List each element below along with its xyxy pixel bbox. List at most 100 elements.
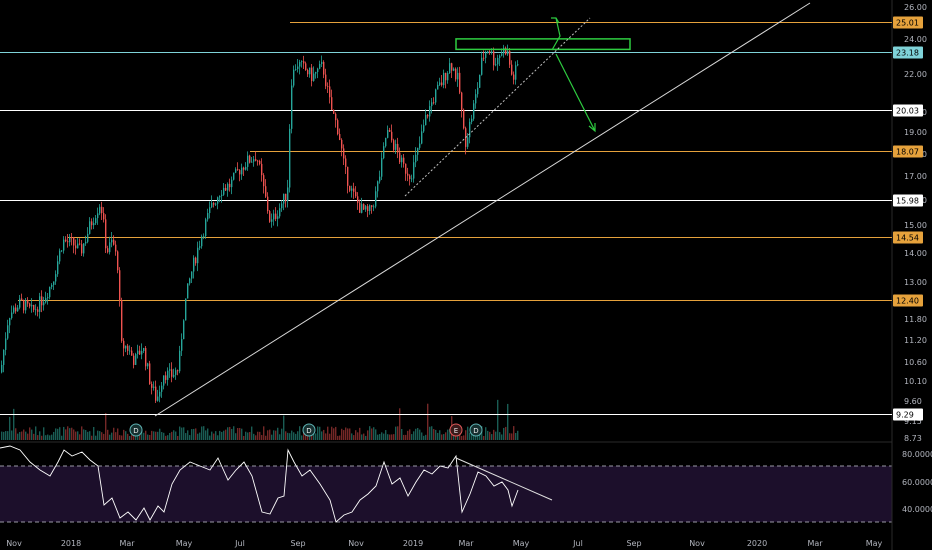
volume-bar bbox=[21, 431, 23, 440]
candle-body bbox=[283, 193, 285, 204]
candle-body bbox=[221, 194, 223, 196]
volume-bar bbox=[211, 431, 213, 440]
price-axis-tick-label: 26.00 bbox=[904, 3, 927, 12]
volume-bar bbox=[393, 434, 395, 440]
volume-bar bbox=[197, 433, 199, 440]
volume-bar bbox=[11, 430, 13, 440]
volume-bar bbox=[409, 429, 411, 440]
candle-body bbox=[201, 236, 203, 247]
price-level-tag bbox=[893, 46, 923, 59]
candle-body bbox=[423, 125, 425, 132]
volume-bar bbox=[509, 433, 511, 440]
candle-body bbox=[469, 121, 471, 138]
volume-bar bbox=[367, 430, 369, 440]
candle-body bbox=[265, 186, 267, 197]
volume-bar bbox=[517, 430, 519, 440]
candle-body bbox=[97, 213, 99, 219]
volume-bar bbox=[83, 429, 85, 440]
candle-body bbox=[75, 245, 77, 249]
candle-body bbox=[51, 284, 53, 287]
candle-body bbox=[435, 89, 437, 103]
volume-bar bbox=[465, 430, 467, 440]
candle-body bbox=[159, 391, 161, 397]
price-axis-tick-label: 13.00 bbox=[904, 278, 927, 287]
candle-body bbox=[239, 170, 241, 175]
volume-bar bbox=[511, 433, 513, 440]
candle-body bbox=[301, 61, 303, 63]
volume-bar bbox=[415, 428, 417, 440]
volume-bar bbox=[93, 426, 95, 440]
volume-bar bbox=[183, 427, 185, 440]
volume-bar bbox=[251, 426, 253, 440]
volume-bar bbox=[303, 432, 305, 440]
volume-bar bbox=[129, 435, 131, 440]
candle-body bbox=[493, 51, 495, 66]
candle-body bbox=[23, 299, 25, 311]
volume-bar bbox=[233, 426, 235, 440]
volume-bar bbox=[121, 435, 123, 440]
volume-bar bbox=[449, 428, 451, 440]
candle-body bbox=[473, 103, 475, 119]
volume-bar bbox=[413, 431, 415, 440]
volume-bar bbox=[25, 431, 27, 440]
volume-bar bbox=[123, 429, 125, 440]
volume-bar bbox=[23, 429, 25, 440]
volume-bar bbox=[131, 435, 133, 440]
volume-bar bbox=[505, 426, 507, 440]
volume-bar bbox=[315, 433, 317, 440]
candle-body bbox=[353, 188, 355, 192]
rising-trendline bbox=[404, 17, 591, 197]
candle-body bbox=[249, 155, 251, 163]
breakdown-arrowhead bbox=[588, 123, 596, 133]
volume-bar bbox=[355, 430, 357, 440]
candle-body bbox=[285, 193, 287, 202]
candle-body bbox=[77, 243, 79, 249]
volume-bar bbox=[57, 428, 59, 440]
candle-body bbox=[183, 320, 185, 340]
volume-bar bbox=[353, 435, 355, 440]
candle-body bbox=[357, 196, 359, 203]
volume-bar bbox=[231, 428, 233, 440]
volume-bar bbox=[269, 429, 271, 440]
candle-body bbox=[59, 250, 61, 262]
candle-body bbox=[437, 84, 439, 90]
candle-body bbox=[409, 175, 411, 180]
candle-body bbox=[463, 109, 465, 129]
volume-bar bbox=[417, 428, 419, 440]
volume-bar bbox=[331, 426, 333, 440]
volume-bar bbox=[291, 430, 293, 440]
candle-body bbox=[317, 68, 319, 72]
time-axis-tick-label: Jul bbox=[572, 539, 583, 548]
volume-bar bbox=[483, 435, 485, 440]
volume-bar bbox=[299, 426, 301, 440]
candle-body bbox=[43, 302, 45, 306]
volume-bar bbox=[347, 428, 349, 440]
volume-bar bbox=[163, 432, 165, 440]
candle-body bbox=[509, 50, 511, 65]
candle-body bbox=[499, 55, 501, 58]
time-axis-tick-label: May bbox=[513, 539, 530, 548]
volume-bar bbox=[127, 433, 129, 440]
candle-body bbox=[213, 203, 215, 205]
volume-bar bbox=[149, 434, 151, 440]
candle-body bbox=[153, 386, 155, 388]
price-axis-tick-label: 11.20 bbox=[904, 336, 927, 345]
candle-body bbox=[227, 183, 229, 191]
price-level-label: 12.40 bbox=[896, 297, 919, 306]
candle-body bbox=[197, 247, 199, 264]
candle-body bbox=[365, 206, 367, 210]
volume-bar bbox=[201, 426, 203, 440]
candle-body bbox=[229, 183, 231, 188]
candle-body bbox=[369, 205, 371, 211]
candle-body bbox=[381, 158, 383, 177]
volume-bar bbox=[405, 434, 407, 440]
candle-body bbox=[207, 213, 209, 220]
candle-body bbox=[323, 61, 325, 75]
volume-bar bbox=[247, 432, 249, 440]
volume-bar bbox=[9, 416, 11, 440]
price-level-tag bbox=[893, 16, 923, 29]
candle-body bbox=[133, 355, 135, 365]
volume-bar bbox=[467, 426, 469, 440]
volume-bar bbox=[357, 432, 359, 440]
